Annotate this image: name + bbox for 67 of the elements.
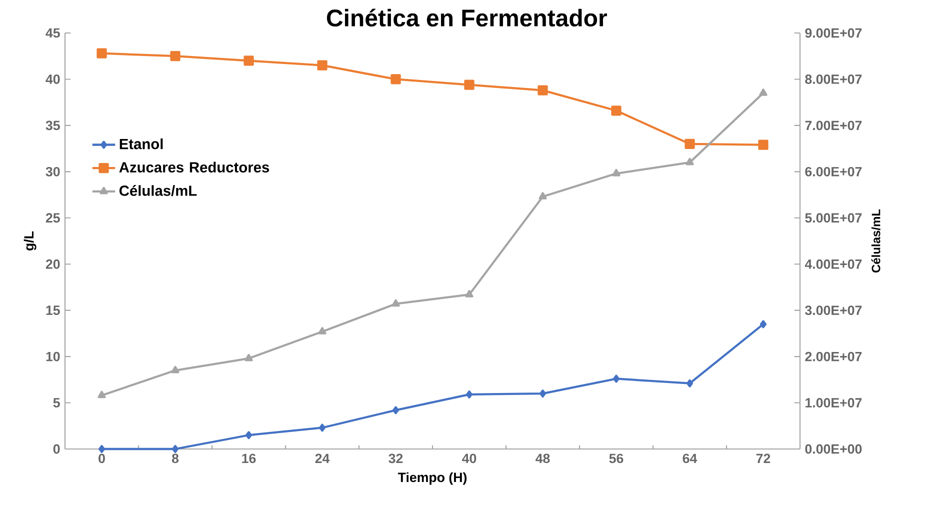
y-tick-label: 20 (46, 259, 60, 269)
point (538, 192, 547, 200)
y-tick-label: 35 (46, 120, 60, 130)
chart-title: Cinética en Fermentador (326, 8, 607, 27)
point (244, 354, 253, 362)
point (390, 74, 401, 84)
point (98, 444, 106, 454)
y-tick-label: 25 (46, 213, 60, 223)
legend-label: Azucares Reductores (119, 162, 270, 173)
x-tick-label: 32 (388, 454, 403, 464)
point (318, 424, 326, 432)
y2-tick-label: 0.00E+00 (805, 444, 862, 454)
x-tick-label: 0 (98, 454, 105, 464)
y2-axis-title: Células/mL (871, 209, 880, 273)
point (392, 299, 400, 307)
legend-label: Etanol (120, 138, 163, 150)
y-tick-label: 15 (46, 306, 60, 315)
point (245, 431, 252, 440)
point (466, 390, 473, 398)
x-tick-label: 48 (536, 454, 550, 464)
point (170, 51, 180, 62)
y-tick-label: 45 (46, 28, 60, 38)
point (684, 138, 695, 149)
point (760, 320, 767, 328)
point (758, 140, 768, 150)
y2-tick-label: 3.00E+07 (805, 306, 862, 316)
x-tick-label: 64 (682, 454, 698, 464)
x-axis-title: Tiempo (H) (398, 472, 467, 485)
point (244, 56, 254, 66)
y2-tick-label: 8.00E+07 (805, 74, 862, 84)
y-tick-label: 0 (53, 444, 60, 454)
y2-tick-label: 6.00E+07 (805, 166, 862, 176)
y2-tick-label: 4.00E+07 (804, 259, 862, 269)
point (686, 158, 694, 166)
point (465, 290, 474, 298)
point (759, 88, 768, 96)
point (464, 80, 474, 90)
x-tick-label: 40 (462, 454, 476, 464)
x-tick-label: 8 (172, 454, 179, 464)
point (538, 85, 548, 96)
point (611, 106, 622, 116)
y2-tick-label: 1.00E+07 (806, 398, 862, 408)
point (686, 379, 694, 388)
y2-tick-label: 9.00E+07 (805, 28, 862, 38)
y2-tick-label: 2.00E+07 (805, 352, 862, 362)
y2-tick-label: 7.00E+07 (805, 120, 862, 130)
y-tick-label: 30 (46, 166, 60, 176)
point (171, 366, 180, 374)
x-tick-label: 16 (242, 454, 256, 464)
y2-tick-label: 5.00E+07 (805, 213, 862, 223)
point (172, 444, 179, 454)
point (98, 390, 106, 398)
point (317, 60, 328, 70)
point (392, 406, 400, 414)
point (96, 48, 107, 58)
y-tick-label: 40 (46, 74, 60, 84)
y-tick-label: 5 (53, 398, 60, 408)
y-tick-label: 10 (46, 352, 60, 362)
x-tick-label: 72 (756, 454, 770, 464)
legend-label: Células/mL (119, 185, 197, 196)
point (612, 168, 620, 176)
point (612, 374, 620, 383)
y-axis-title: g/L (24, 231, 36, 250)
point (539, 390, 546, 398)
point (318, 327, 326, 334)
x-tick-label: 56 (609, 454, 624, 464)
x-tick-label: 24 (315, 454, 330, 464)
